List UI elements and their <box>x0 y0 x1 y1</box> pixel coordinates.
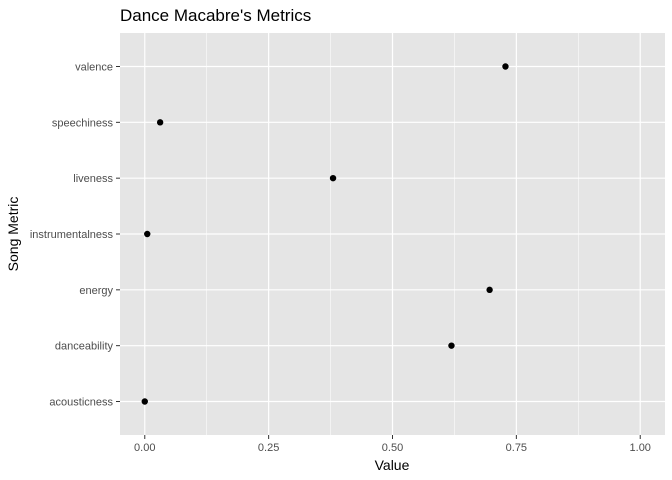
y-tick-label: danceability <box>55 341 114 353</box>
point-valence <box>502 63 509 70</box>
y-tick-label: valence <box>75 62 113 74</box>
x-axis-title: Value <box>375 457 410 473</box>
y-tick-label: energy <box>79 285 113 297</box>
y-tick-label: instrumentalness <box>30 229 114 241</box>
x-axis-ticks: 0.00 0.25 0.50 0.75 1.00 <box>134 435 651 454</box>
x-tick-label: 0.75 <box>506 442 527 454</box>
point-instrumentalness <box>144 230 151 238</box>
x-tick-label: 0.50 <box>382 442 403 454</box>
y-axis-ticks: acousticness danceability energy instrument… <box>30 62 120 409</box>
x-tick-label: 0.00 <box>134 442 155 454</box>
y-tick-label: speechiness <box>52 117 114 129</box>
y-tick-label: acousticness <box>49 397 113 409</box>
point-energy <box>486 286 493 294</box>
point-acousticness <box>141 398 148 405</box>
point-danceability <box>448 342 455 349</box>
y-tick-label: liveness <box>73 173 113 185</box>
point-speechiness <box>156 119 164 126</box>
y-axis-title: Song Metric <box>5 197 21 272</box>
data-points <box>141 63 509 405</box>
point-liveness <box>329 174 337 182</box>
x-tick-label: 0.25 <box>258 442 279 454</box>
x-tick-label: 1.00 <box>630 442 651 454</box>
major-gridlines <box>120 33 665 435</box>
chart-title: Dance Macabre's Metrics <box>120 6 311 25</box>
